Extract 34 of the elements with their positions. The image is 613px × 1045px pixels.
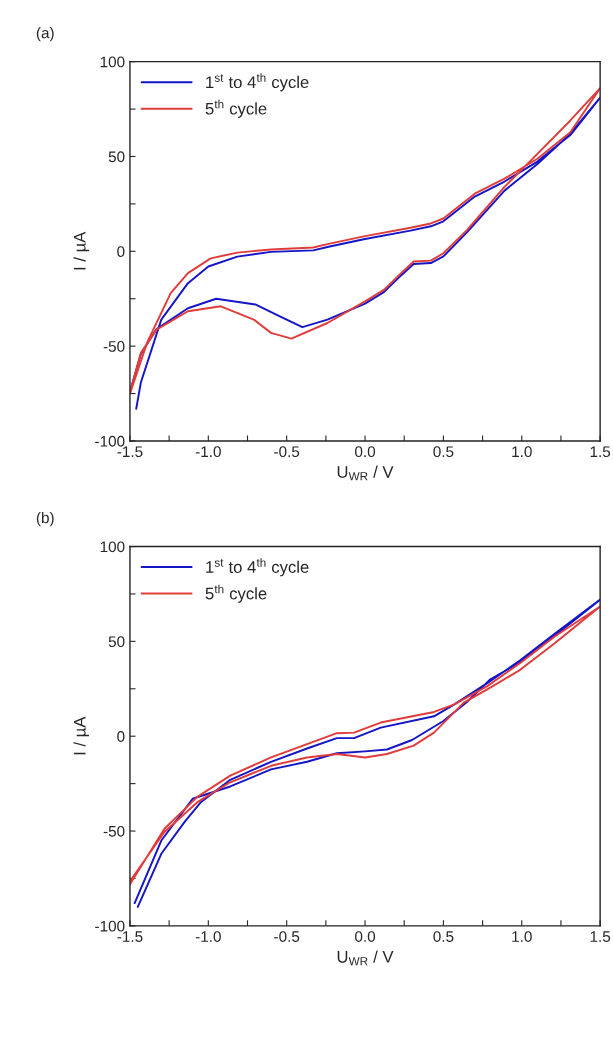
chart-title: (b) [36, 511, 54, 527]
y-axis-title: I / µA [73, 231, 89, 270]
y-tick-label: 100 [100, 541, 125, 553]
x-tick-label: -1.5 [117, 931, 143, 942]
y-tick-label: 0 [117, 731, 125, 742]
y-tick-label: 0 [117, 246, 125, 258]
legend-label: 5$^{th}$ cycle [205, 584, 267, 603]
y-tick-label: -50 [103, 341, 125, 352]
legend-label: 1$^{st}$ to 4$^{th}$ cycle [206, 73, 309, 92]
legend-label: 5$^{th}$ cycle [205, 99, 267, 118]
x-axis-title: U$_{WR}$ / V [337, 950, 394, 966]
x-tick-label: 0.0 [355, 446, 376, 458]
x-axis-title: U$_{WR}$ / V [337, 465, 394, 481]
x-tick-label: 0.0 [355, 931, 376, 942]
x-tick-label: -1.0 [195, 931, 221, 942]
chart-title: (a) [36, 27, 54, 42]
y-tick-label: 100 [100, 56, 125, 68]
x-tick-label: 0.5 [433, 446, 454, 458]
x-tick-label: -0.5 [274, 931, 300, 942]
x-tick-label: 0.5 [433, 931, 454, 942]
x-tick-label: 1.0 [512, 446, 532, 458]
x-tick-label: -1.0 [195, 446, 221, 458]
x-tick-label: 1.5 [590, 931, 611, 942]
legend-label: 1$^{st}$ to 4$^{th}$ cycle [206, 558, 309, 577]
y-tick-label: 50 [108, 151, 125, 163]
x-tick-label: -1.5 [117, 446, 143, 458]
y-tick-label: -100 [95, 435, 125, 447]
y-tick-label: -50 [103, 825, 125, 837]
x-tick-label: -0.5 [274, 446, 300, 458]
y-axis-title: I / µA [73, 716, 89, 755]
x-tick-label: 1.0 [512, 931, 532, 942]
y-tick-label: -100 [95, 920, 125, 932]
x-tick-label: 1.5 [590, 446, 611, 458]
y-tick-label: 50 [108, 636, 125, 648]
